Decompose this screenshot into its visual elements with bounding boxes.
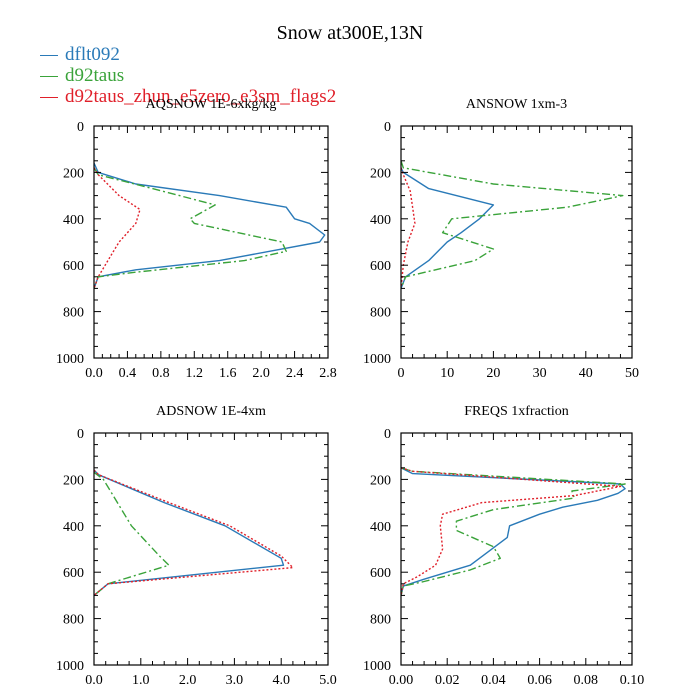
x-tick-label: 20 bbox=[486, 366, 500, 381]
y-tick-label: 200 bbox=[370, 166, 391, 181]
series-line-d92taus bbox=[401, 467, 626, 596]
y-tick-label: 1000 bbox=[56, 352, 84, 367]
series-line-d92taus_zhun_e5zero_e3sm_flags2 bbox=[401, 167, 416, 289]
x-tick-label: 0.04 bbox=[481, 673, 506, 688]
chart-title: ANSNOW 1xm-3 bbox=[466, 97, 567, 112]
series-group bbox=[94, 162, 326, 289]
y-tick-label: 600 bbox=[370, 259, 391, 274]
y-tick-label: 400 bbox=[63, 520, 84, 535]
x-tick-label: 10 bbox=[440, 366, 454, 381]
legend-swatch bbox=[40, 76, 58, 77]
x-tick-label: 0.0 bbox=[85, 673, 103, 688]
y-tick-label: 200 bbox=[63, 166, 84, 181]
y-tick-label: 400 bbox=[370, 213, 391, 228]
legend-item: d92taus_zhun_e5zero_e3sm_flags2 bbox=[40, 86, 336, 107]
series-line-d92taus bbox=[94, 167, 287, 289]
legend-item: dflt092 bbox=[40, 44, 336, 65]
series-line-d92taus_zhun_e5zero_e3sm_flags2 bbox=[401, 467, 622, 596]
series-line-dflt092 bbox=[401, 167, 495, 289]
x-tick-label: 0.00 bbox=[389, 673, 414, 688]
x-tick-label: 50 bbox=[625, 366, 639, 381]
x-tick-label: 0.02 bbox=[435, 673, 460, 688]
x-tick-label: 0.0 bbox=[85, 366, 103, 381]
legend-item: d92taus bbox=[40, 65, 336, 86]
series-line-d92taus bbox=[401, 160, 624, 289]
series-group bbox=[401, 160, 624, 289]
y-tick-label: 400 bbox=[370, 520, 391, 535]
chart-title: ADSNOW 1E-4xm bbox=[156, 404, 266, 419]
chart-title: FREQS 1xfraction bbox=[464, 404, 569, 419]
y-tick-label: 200 bbox=[370, 473, 391, 488]
y-tick-label: 600 bbox=[63, 259, 84, 274]
x-tick-label: 40 bbox=[579, 366, 593, 381]
y-tick-label: 800 bbox=[63, 613, 84, 628]
series-line-dflt092 bbox=[94, 162, 326, 289]
y-tick-label: 200 bbox=[63, 473, 84, 488]
x-tick-label: 4.0 bbox=[272, 673, 290, 688]
y-tick-label: 400 bbox=[63, 213, 84, 228]
x-tick-label: 2.0 bbox=[179, 673, 197, 688]
y-tick-label: 0 bbox=[77, 427, 84, 442]
page-title: Snow at300E,13N bbox=[276, 22, 424, 44]
legend-label: d92taus bbox=[65, 65, 125, 86]
plot-frame bbox=[400, 125, 633, 359]
series-line-d92taus_zhun_e5zero_e3sm_flags2 bbox=[94, 469, 294, 596]
x-tick-label: 0.08 bbox=[574, 673, 599, 688]
legend-swatch bbox=[40, 97, 58, 98]
chart-title: AQSNOW 1E-6xkg/kg bbox=[146, 97, 277, 112]
series-line-dflt092 bbox=[94, 469, 285, 596]
series-group bbox=[401, 467, 626, 596]
plot-frame bbox=[400, 432, 633, 666]
y-tick-label: 0 bbox=[77, 120, 84, 135]
y-tick-label: 1000 bbox=[56, 659, 84, 674]
x-tick-label: 2.8 bbox=[319, 366, 337, 381]
x-tick-label: 0.10 bbox=[620, 673, 645, 688]
series-line-dflt092 bbox=[401, 467, 626, 596]
y-tick-label: 1000 bbox=[363, 659, 391, 674]
x-tick-label: 3.0 bbox=[226, 673, 244, 688]
y-tick-label: 0 bbox=[384, 427, 391, 442]
legend-label: d92taus_zhun_e5zero_e3sm_flags2 bbox=[65, 86, 337, 107]
x-tick-label: 0.4 bbox=[119, 366, 137, 381]
series-line-d92taus_zhun_e5zero_e3sm_flags2 bbox=[94, 167, 141, 289]
chart-panel: ANSNOW 1xm-3 0 200 400 600 800 1000 0 10 20 30 40 50 bbox=[363, 97, 639, 381]
x-tick-label: 30 bbox=[533, 366, 547, 381]
y-tick-label: 0 bbox=[384, 120, 391, 135]
series-group bbox=[94, 469, 294, 596]
y-tick-label: 800 bbox=[370, 613, 391, 628]
x-tick-label: 2.4 bbox=[286, 366, 304, 381]
plot-frame bbox=[93, 432, 329, 666]
x-tick-label: 2.0 bbox=[252, 366, 270, 381]
x-tick-label: 0.8 bbox=[152, 366, 170, 381]
y-tick-label: 600 bbox=[63, 566, 84, 581]
y-tick-label: 800 bbox=[370, 306, 391, 321]
y-tick-label: 800 bbox=[63, 306, 84, 321]
x-tick-label: 1.6 bbox=[219, 366, 237, 381]
legend-label: dflt092 bbox=[65, 44, 120, 65]
x-tick-label: 1.0 bbox=[132, 673, 150, 688]
y-tick-label: 600 bbox=[370, 566, 391, 581]
legend-swatch bbox=[40, 55, 58, 56]
y-tick-label: 1000 bbox=[363, 352, 391, 367]
x-tick-label: 1.2 bbox=[186, 366, 204, 381]
x-tick-label: 0.06 bbox=[527, 673, 552, 688]
plot-frame bbox=[93, 125, 329, 359]
legend: dflt092 d92taus d92taus_zhun_e5zero_e3sm… bbox=[40, 44, 336, 107]
series-line-d92taus bbox=[94, 471, 170, 596]
x-tick-label: 0 bbox=[398, 366, 405, 381]
x-tick-label: 5.0 bbox=[319, 673, 337, 688]
